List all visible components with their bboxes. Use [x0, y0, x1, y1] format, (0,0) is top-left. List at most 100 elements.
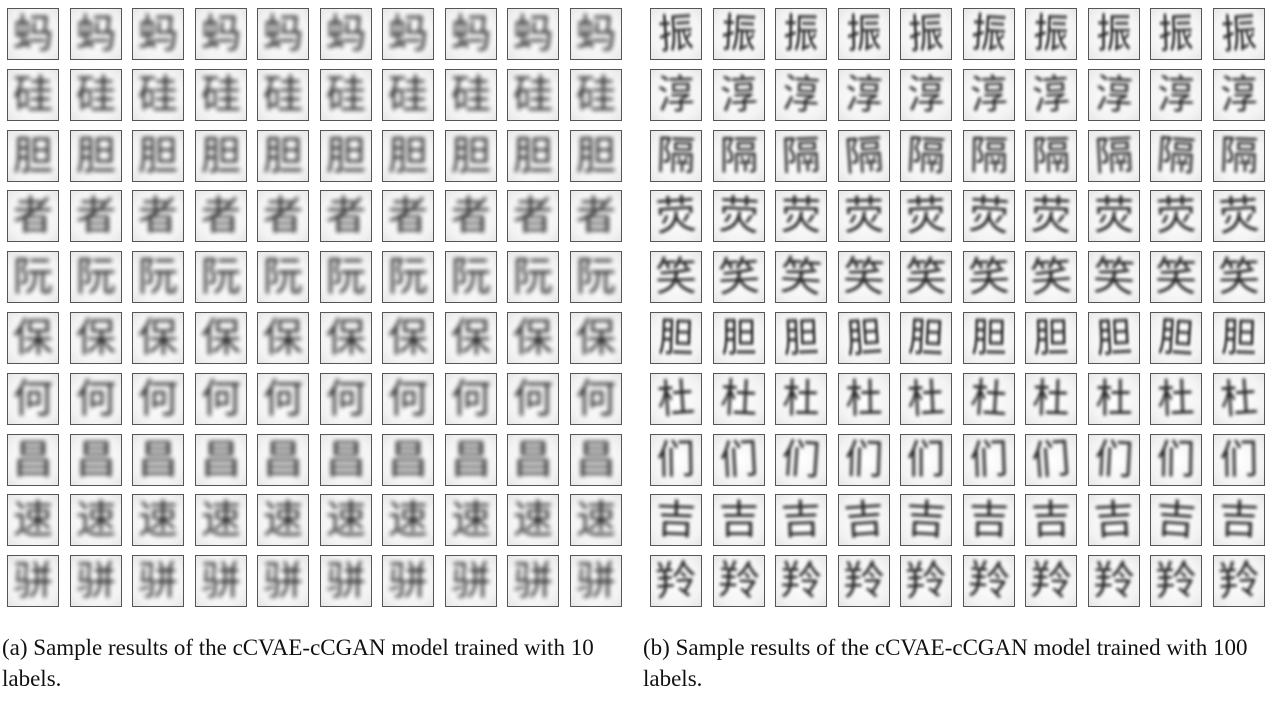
sample-cell: 吉 — [713, 494, 765, 546]
sample-cell: 者 — [320, 190, 372, 242]
generated-glyph: 羚 — [779, 557, 823, 605]
sample-cell: 何 — [320, 373, 372, 425]
generated-glyph: 荧 — [967, 191, 1011, 241]
sample-cell: 硅 — [132, 69, 184, 121]
sample-cell: 淳 — [1150, 69, 1202, 121]
sample-cell: 吉 — [900, 494, 952, 546]
sample-cell: 速 — [382, 494, 434, 546]
sample-cell: 何 — [382, 373, 434, 425]
sample-cell: 阮 — [132, 251, 184, 303]
generated-glyph: 速 — [576, 497, 616, 543]
sample-cell: 何 — [257, 373, 309, 425]
generated-glyph: 们 — [718, 436, 760, 484]
generated-glyph: 速 — [326, 497, 366, 543]
generated-glyph: 者 — [451, 193, 491, 239]
sample-cell: 阮 — [7, 251, 59, 303]
sample-cell: 笑 — [1025, 251, 1077, 303]
generated-glyph: 胆 — [576, 133, 616, 179]
generated-glyph: 们 — [1156, 436, 1196, 484]
generated-glyph: 骈 — [388, 558, 428, 604]
sample-cell: 者 — [7, 190, 59, 242]
sample-cell: 荧 — [1025, 190, 1077, 242]
generated-glyph: 胆 — [907, 314, 945, 362]
sample-cell: 何 — [195, 373, 247, 425]
sample-cell: 羚 — [1088, 555, 1140, 607]
sample-cell: 昌 — [70, 434, 122, 486]
sample-cell: 速 — [257, 494, 309, 546]
generated-glyph: 荧 — [904, 191, 948, 241]
generated-glyph: 荧 — [843, 192, 885, 240]
sample-cell: 杜 — [1025, 373, 1077, 425]
sample-cell: 羚 — [1213, 555, 1265, 607]
generated-glyph: 笑 — [717, 252, 761, 302]
generated-glyph: 胆 — [76, 133, 116, 179]
sample-cell: 昌 — [570, 434, 622, 486]
sample-cell: 荧 — [1213, 190, 1265, 242]
sample-cell: 振 — [775, 8, 827, 60]
generated-glyph: 吉 — [968, 496, 1010, 544]
panel-a-sample-grid: 蚂蚂蚂蚂蚂蚂蚂蚂蚂蚂硅硅硅硅硅硅硅硅硅硅胆胆胆胆胆胆胆胆胆胆者者者者者者者者者者… — [0, 8, 622, 616]
generated-glyph: 隔 — [1219, 132, 1259, 180]
sample-cell: 振 — [713, 8, 765, 60]
sample-cell: 阮 — [507, 251, 559, 303]
sample-cell: 何 — [507, 373, 559, 425]
sample-cell: 羚 — [900, 555, 952, 607]
caption-a: (a) Sample results of the cCVAE-cCGAN mo… — [2, 635, 594, 691]
sample-cell: 速 — [70, 494, 122, 546]
generated-glyph: 胆 — [451, 133, 491, 179]
generated-glyph: 吉 — [1154, 495, 1198, 545]
sample-cell: 吉 — [1150, 494, 1202, 546]
generated-glyph: 者 — [13, 193, 53, 239]
sample-cell: 们 — [900, 434, 952, 486]
generated-glyph: 昌 — [388, 437, 428, 483]
sample-cell: 者 — [70, 190, 122, 242]
sample-cell: 胆 — [132, 130, 184, 182]
generated-glyph: 胆 — [263, 133, 303, 179]
generated-glyph: 吉 — [655, 496, 697, 544]
sample-cell: 振 — [1213, 8, 1265, 60]
generated-glyph: 胆 — [844, 313, 884, 363]
generated-glyph: 昌 — [451, 437, 491, 483]
sample-cell: 阮 — [570, 251, 622, 303]
sample-cell: 振 — [650, 8, 702, 60]
sample-cell: 速 — [132, 494, 184, 546]
generated-glyph: 淳 — [1157, 71, 1195, 119]
sample-cell: 硅 — [382, 69, 434, 121]
generated-glyph: 何 — [513, 376, 553, 422]
sample-cell: 昌 — [445, 434, 497, 486]
generated-glyph: 硅 — [201, 72, 241, 118]
generated-glyph: 何 — [388, 376, 428, 422]
generated-glyph: 吉 — [1030, 496, 1072, 544]
sample-cell: 者 — [257, 190, 309, 242]
generated-glyph: 者 — [201, 193, 241, 239]
generated-glyph: 骈 — [13, 558, 53, 604]
generated-glyph: 隔 — [1093, 132, 1135, 180]
sample-cell: 淳 — [775, 69, 827, 121]
generated-glyph: 者 — [263, 193, 303, 239]
generated-glyph: 昌 — [576, 437, 616, 483]
sample-cell: 胆 — [382, 130, 434, 182]
sample-cell: 笑 — [900, 251, 952, 303]
generated-glyph: 胆 — [971, 314, 1007, 362]
generated-glyph: 们 — [1093, 436, 1135, 484]
generated-glyph: 羚 — [842, 557, 886, 605]
generated-glyph: 昌 — [201, 437, 241, 483]
generated-glyph: 速 — [263, 497, 303, 543]
generated-glyph: 保 — [451, 315, 491, 361]
sample-cell: 保 — [382, 312, 434, 364]
sample-cell: 保 — [320, 312, 372, 364]
generated-glyph: 杜 — [782, 375, 820, 423]
sample-cell: 昌 — [507, 434, 559, 486]
generated-glyph: 振 — [656, 9, 696, 59]
sample-cell: 荧 — [900, 190, 952, 242]
generated-glyph: 隔 — [905, 132, 947, 180]
sample-cell: 保 — [257, 312, 309, 364]
sample-cell: 羚 — [650, 555, 702, 607]
sample-cell: 保 — [70, 312, 122, 364]
sample-cell: 骈 — [507, 555, 559, 607]
generated-glyph: 昌 — [138, 437, 178, 483]
generated-glyph: 杜 — [969, 374, 1009, 424]
generated-glyph: 淳 — [719, 71, 759, 119]
generated-glyph: 笑 — [842, 253, 886, 301]
sample-cell: 速 — [570, 494, 622, 546]
